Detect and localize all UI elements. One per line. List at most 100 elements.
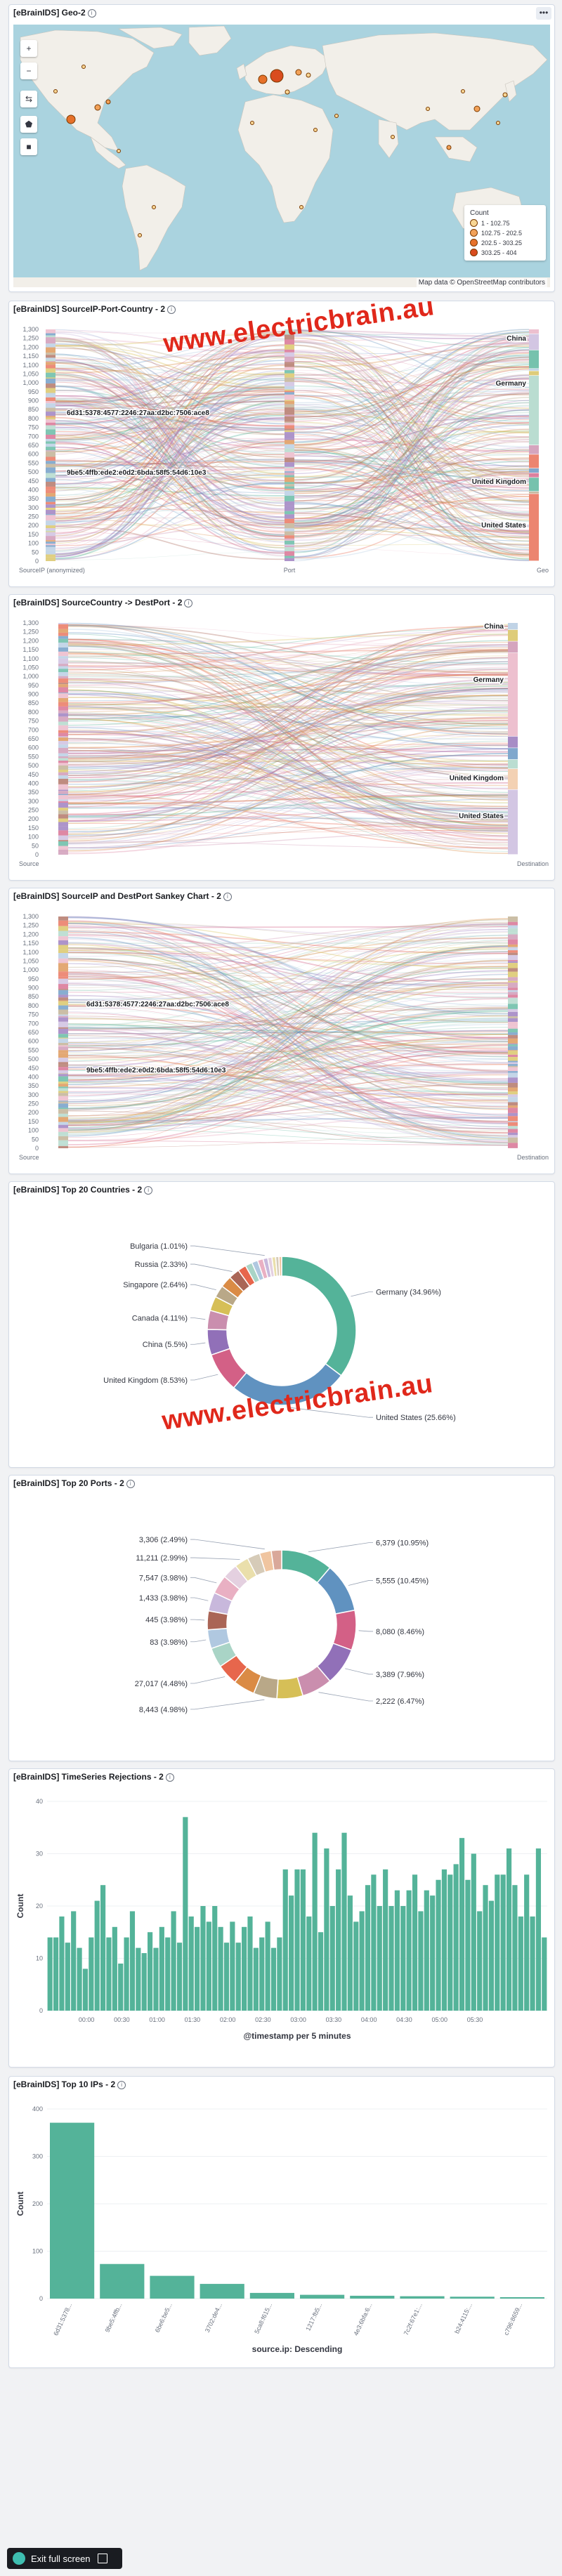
- sankey-link: [294, 395, 530, 425]
- sankey-node: [58, 1005, 68, 1010]
- sankey-link: [67, 689, 509, 826]
- donut-slices: [207, 1256, 357, 1406]
- sankey-link: [67, 673, 509, 699]
- sankey-node: [46, 489, 55, 494]
- sankey-link: [67, 962, 509, 1098]
- sankey-link: [294, 376, 530, 556]
- countries-donut-chart[interactable]: Germany (34.96%)United States (25.66%)Bu…: [9, 1197, 554, 1464]
- sankey-link: [294, 409, 530, 480]
- donut-label: United Kingdom (8.53%): [103, 1376, 188, 1385]
- sankey-link: [67, 1029, 509, 1041]
- sankey-link: [67, 924, 509, 980]
- sankey-node: [285, 477, 294, 482]
- sankey-link: [294, 349, 530, 450]
- sankey-link: [294, 417, 530, 428]
- info-icon[interactable]: i: [184, 598, 193, 607]
- sankey1-chart[interactable]: 0501001502002503003504004505005506006507…: [9, 317, 554, 584]
- sankey-link: [55, 395, 285, 421]
- sankey-node: [58, 1103, 68, 1108]
- sankey-link: [67, 662, 509, 695]
- sankey-link: [67, 744, 509, 799]
- timeseries-bar: [430, 1895, 436, 2011]
- sankey-link: [67, 633, 509, 844]
- draw-shape-button[interactable]: ⬟: [20, 116, 37, 133]
- y-tick-label: 950: [28, 388, 39, 395]
- y-tick-label: 1,200: [22, 637, 39, 644]
- sankey-link: [67, 730, 509, 740]
- sankey-link: [67, 694, 509, 817]
- donut-leader-line: [318, 1692, 373, 1702]
- info-icon[interactable]: i: [223, 892, 232, 901]
- sankey-node: [46, 362, 55, 365]
- sankey-node: [508, 916, 518, 922]
- sankey-link: [67, 694, 509, 761]
- sankey-link: [67, 655, 509, 665]
- sankey-link: [294, 343, 530, 391]
- info-icon[interactable]: i: [167, 305, 176, 314]
- sankey-link: [67, 769, 509, 803]
- y-tick-label: 500: [28, 762, 39, 769]
- ports-donut-chart[interactable]: 6,379 (10.95%)5,555 (10.45%)8,080 (8.46%…: [9, 1491, 554, 1758]
- sankey-node: [46, 329, 55, 334]
- fit-data-button[interactable]: ⇆: [20, 91, 37, 107]
- y-tick-label: 750: [28, 718, 39, 725]
- info-icon[interactable]: i: [117, 2080, 126, 2089]
- sankey-link: [294, 376, 530, 534]
- sankey-link: [55, 390, 285, 472]
- sankey-node: [529, 494, 539, 561]
- y-tick-label: 250: [28, 513, 39, 520]
- sankey-link: [67, 1034, 509, 1089]
- sankey-link: [294, 381, 530, 521]
- timeseries-bar: [353, 1921, 359, 2011]
- info-icon[interactable]: i: [126, 1479, 135, 1488]
- sankey-node: [58, 926, 68, 931]
- sankey-link: [67, 691, 509, 829]
- sankey-link: [67, 981, 509, 1081]
- sankey-link: [67, 971, 509, 1123]
- sankey-link: [67, 937, 509, 1139]
- sankey-node: [285, 392, 294, 395]
- sankey-link: [294, 353, 530, 445]
- sankey-link: [294, 342, 530, 433]
- sankey-link: [294, 483, 530, 510]
- sankey-link: [67, 761, 509, 784]
- sankey-link: [67, 633, 509, 688]
- sankey-node: [508, 1004, 518, 1009]
- sankey-link: [67, 1043, 509, 1058]
- info-icon[interactable]: i: [144, 1185, 153, 1195]
- exit-fullscreen-button[interactable]: Exit full screen: [7, 2548, 122, 2569]
- sankey-link: [67, 673, 509, 733]
- sankey-link: [294, 352, 530, 446]
- sankey-link: [67, 1045, 509, 1105]
- sankey-link: [67, 813, 509, 829]
- zoom-in-button[interactable]: +: [20, 40, 37, 57]
- sankey-link: [294, 343, 530, 510]
- timeseries-bar: [394, 1890, 400, 2011]
- panel-menu-button[interactable]: •••: [536, 7, 551, 20]
- sankey-link: [55, 374, 285, 558]
- info-icon[interactable]: i: [165, 1773, 174, 1782]
- sankey-link: [294, 397, 530, 530]
- sankey-link: [67, 947, 509, 1148]
- sankey3-chart[interactable]: 0501001502002503003504004505005506006507…: [9, 904, 554, 1171]
- sankey-link: [67, 1024, 509, 1043]
- sankey-link: [67, 661, 509, 782]
- sankey-link: [55, 445, 285, 527]
- draw-rectangle-button[interactable]: ■: [20, 138, 37, 155]
- sankey-link: [55, 362, 285, 381]
- world-map[interactable]: [13, 25, 550, 287]
- zoom-out-button[interactable]: −: [20, 63, 37, 79]
- sankey2-chart[interactable]: 0501001502002503003504004505005506006507…: [9, 610, 554, 877]
- sankey-link: [67, 658, 509, 744]
- sankey-link: [55, 497, 285, 514]
- info-icon[interactable]: i: [87, 8, 96, 18]
- sankey-link: [67, 624, 509, 835]
- sankey-node: [58, 692, 68, 694]
- sankey-link: [55, 402, 285, 471]
- sankey-link: [67, 923, 509, 1016]
- sankey-node: [58, 1050, 68, 1053]
- sankey-node: [46, 520, 55, 526]
- map-attribution[interactable]: Map data © OpenStreetMap contributors: [416, 278, 547, 287]
